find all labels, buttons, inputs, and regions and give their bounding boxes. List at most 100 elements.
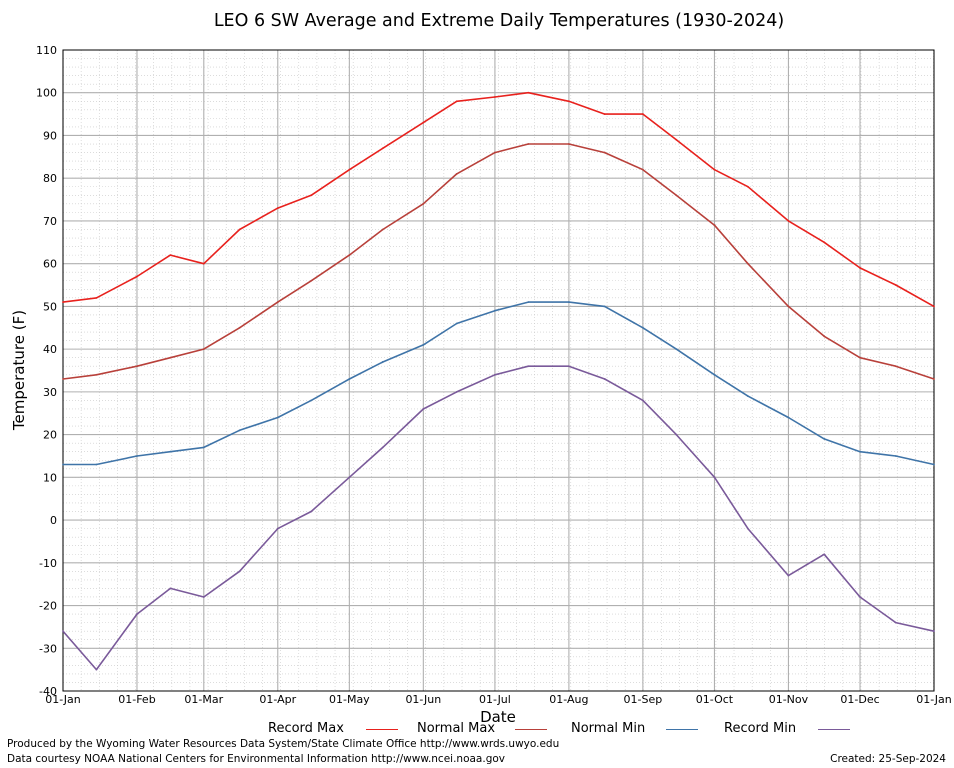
data-point <box>348 378 351 380</box>
data-point <box>202 446 205 449</box>
data-point <box>787 574 790 577</box>
data-point <box>675 138 678 141</box>
data-point <box>95 373 98 376</box>
data-point <box>823 335 826 338</box>
data-point <box>933 463 935 466</box>
x-tick-label: 01-Jul <box>479 693 511 706</box>
y-tick-label: 50 <box>43 300 57 313</box>
data-point <box>348 254 351 257</box>
y-tick-label: -40 <box>39 685 57 698</box>
y-tick-label: -30 <box>39 642 57 655</box>
y-tick-label: 30 <box>43 386 57 399</box>
data-point <box>95 463 98 466</box>
x-tick-label: 01-Jan <box>45 693 81 706</box>
legend-label-normal-min: Normal Min <box>571 721 646 736</box>
legend-swatch-record-min <box>818 729 850 730</box>
data-point <box>787 416 790 419</box>
data-point <box>348 168 351 171</box>
x-tick-label: 01-Aug <box>549 693 588 706</box>
data-point <box>675 194 678 197</box>
data-point <box>381 361 384 363</box>
data-point <box>713 373 716 376</box>
data-point <box>422 343 425 346</box>
data-point <box>494 309 496 312</box>
data-point <box>859 267 861 269</box>
data-point <box>381 446 384 449</box>
data-point <box>276 207 279 210</box>
y-tick-label: 60 <box>43 258 57 271</box>
data-point <box>310 194 313 197</box>
data-point <box>202 596 205 598</box>
data-point <box>933 378 935 380</box>
x-tick-label: 01-Dec <box>840 693 879 706</box>
data-point <box>310 510 313 513</box>
data-point <box>603 151 606 154</box>
data-point <box>641 168 644 171</box>
data-point <box>422 408 425 410</box>
series-line-record-max <box>62 91 935 308</box>
data-point <box>675 433 678 436</box>
data-point <box>455 322 458 325</box>
data-point <box>169 587 172 590</box>
legend-swatch-record-max <box>366 729 398 730</box>
y-tick-label: 90 <box>43 129 57 142</box>
data-point <box>787 220 790 222</box>
y-tick-label: 10 <box>43 471 57 484</box>
y-tick-label: 100 <box>36 87 57 100</box>
data-point <box>527 143 530 145</box>
data-point <box>381 147 384 150</box>
x-tick-label: 01-Mar <box>184 693 223 706</box>
x-tick-label: 01-Jun <box>405 693 441 706</box>
data-point <box>713 476 716 479</box>
data-point <box>603 113 606 115</box>
series-lines <box>62 91 935 671</box>
data-point <box>310 399 313 402</box>
data-point <box>136 275 138 278</box>
data-point <box>169 356 172 359</box>
data-point <box>641 399 644 402</box>
data-point <box>746 262 749 265</box>
data-point <box>641 326 644 329</box>
data-point <box>933 305 935 308</box>
data-point <box>894 455 897 457</box>
legend-label-normal-max: Normal Max <box>417 721 496 736</box>
y-axis-label: Temperature (F) <box>10 310 28 431</box>
y-tick-label: 20 <box>43 429 57 442</box>
data-point <box>494 373 496 376</box>
data-point <box>894 365 897 368</box>
legend-swatch-normal-max <box>515 729 547 730</box>
data-point <box>823 553 826 556</box>
credit-line-2: Data courtesy NOAA National Centers for … <box>7 753 506 765</box>
chart-title: LEO 6 SW Average and Extreme Daily Tempe… <box>214 11 784 31</box>
y-tick-label: 0 <box>50 514 57 527</box>
data-point <box>713 168 716 171</box>
plot-frame <box>62 49 935 692</box>
legend-label-record-max: Record Max <box>268 721 344 736</box>
x-tick-label: 01-Feb <box>118 693 155 706</box>
data-point <box>62 378 64 380</box>
x-tick-label: 01-Oct <box>696 693 734 706</box>
data-point <box>276 527 279 530</box>
data-point <box>823 437 826 440</box>
created-date: Created: 25-Sep-2024 <box>830 753 946 765</box>
y-tick-label: 40 <box>43 343 57 356</box>
data-point <box>494 96 496 98</box>
data-point <box>455 390 458 393</box>
data-point <box>746 185 749 188</box>
y-tick-label: 110 <box>36 44 57 57</box>
data-point <box>787 305 790 308</box>
data-point <box>310 279 313 282</box>
data-point <box>276 416 279 419</box>
data-point <box>238 228 241 231</box>
data-point <box>603 378 606 380</box>
data-point <box>455 173 458 175</box>
data-point <box>62 630 64 633</box>
data-point <box>276 301 279 304</box>
data-point <box>136 455 138 457</box>
x-axis-label: Date <box>480 708 516 726</box>
data-point <box>62 301 64 304</box>
data-point <box>746 395 749 398</box>
data-point <box>62 463 64 466</box>
data-point <box>527 365 530 368</box>
